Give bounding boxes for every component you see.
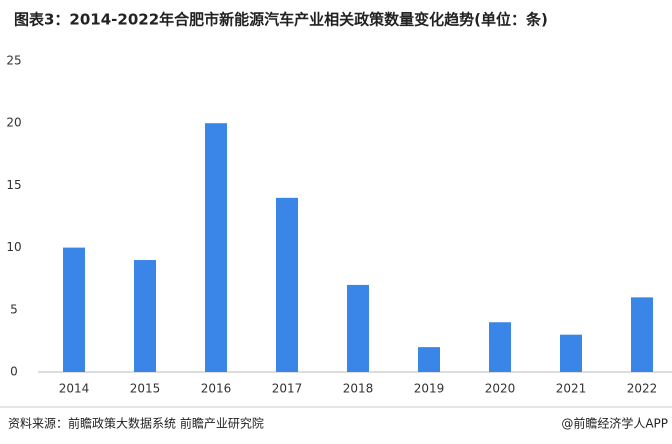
y-tick-label: 15 (6, 178, 21, 192)
y-tick-label: 0 (10, 365, 18, 379)
bar (63, 247, 85, 372)
x-tick-label: 2020 (485, 382, 516, 396)
source: 资料来源：前瞻政策大数据系统 前瞻产业研究院 (8, 416, 264, 431)
x-tick-label: 2021 (556, 382, 587, 396)
bar (631, 297, 653, 372)
bar (560, 334, 582, 372)
y-tick-label: 20 (6, 116, 21, 130)
chart-title: 图表3：2014-2022年合肥市新能源汽车产业相关政策数量变化趋势(单位：条) (14, 11, 548, 29)
x-tick-label: 2017 (272, 382, 303, 396)
bar (134, 260, 156, 372)
x-tick-label: 2016 (201, 382, 232, 396)
x-tick-label: 2015 (130, 382, 161, 396)
bar (205, 123, 227, 372)
bar (276, 197, 298, 372)
bar (347, 284, 369, 372)
y-tick-label: 25 (6, 54, 21, 68)
x-tick-label: 2018 (343, 382, 374, 396)
x-tick-label: 2022 (627, 382, 658, 396)
y-tick-label: 5 (10, 302, 18, 316)
x-tick-label: 2019 (414, 382, 445, 396)
credit: @前瞻经济学人APP (561, 416, 668, 431)
y-tick-label: 10 (6, 240, 21, 254)
x-tick-label: 2014 (59, 382, 90, 396)
bar (489, 322, 511, 372)
bar (418, 347, 440, 372)
